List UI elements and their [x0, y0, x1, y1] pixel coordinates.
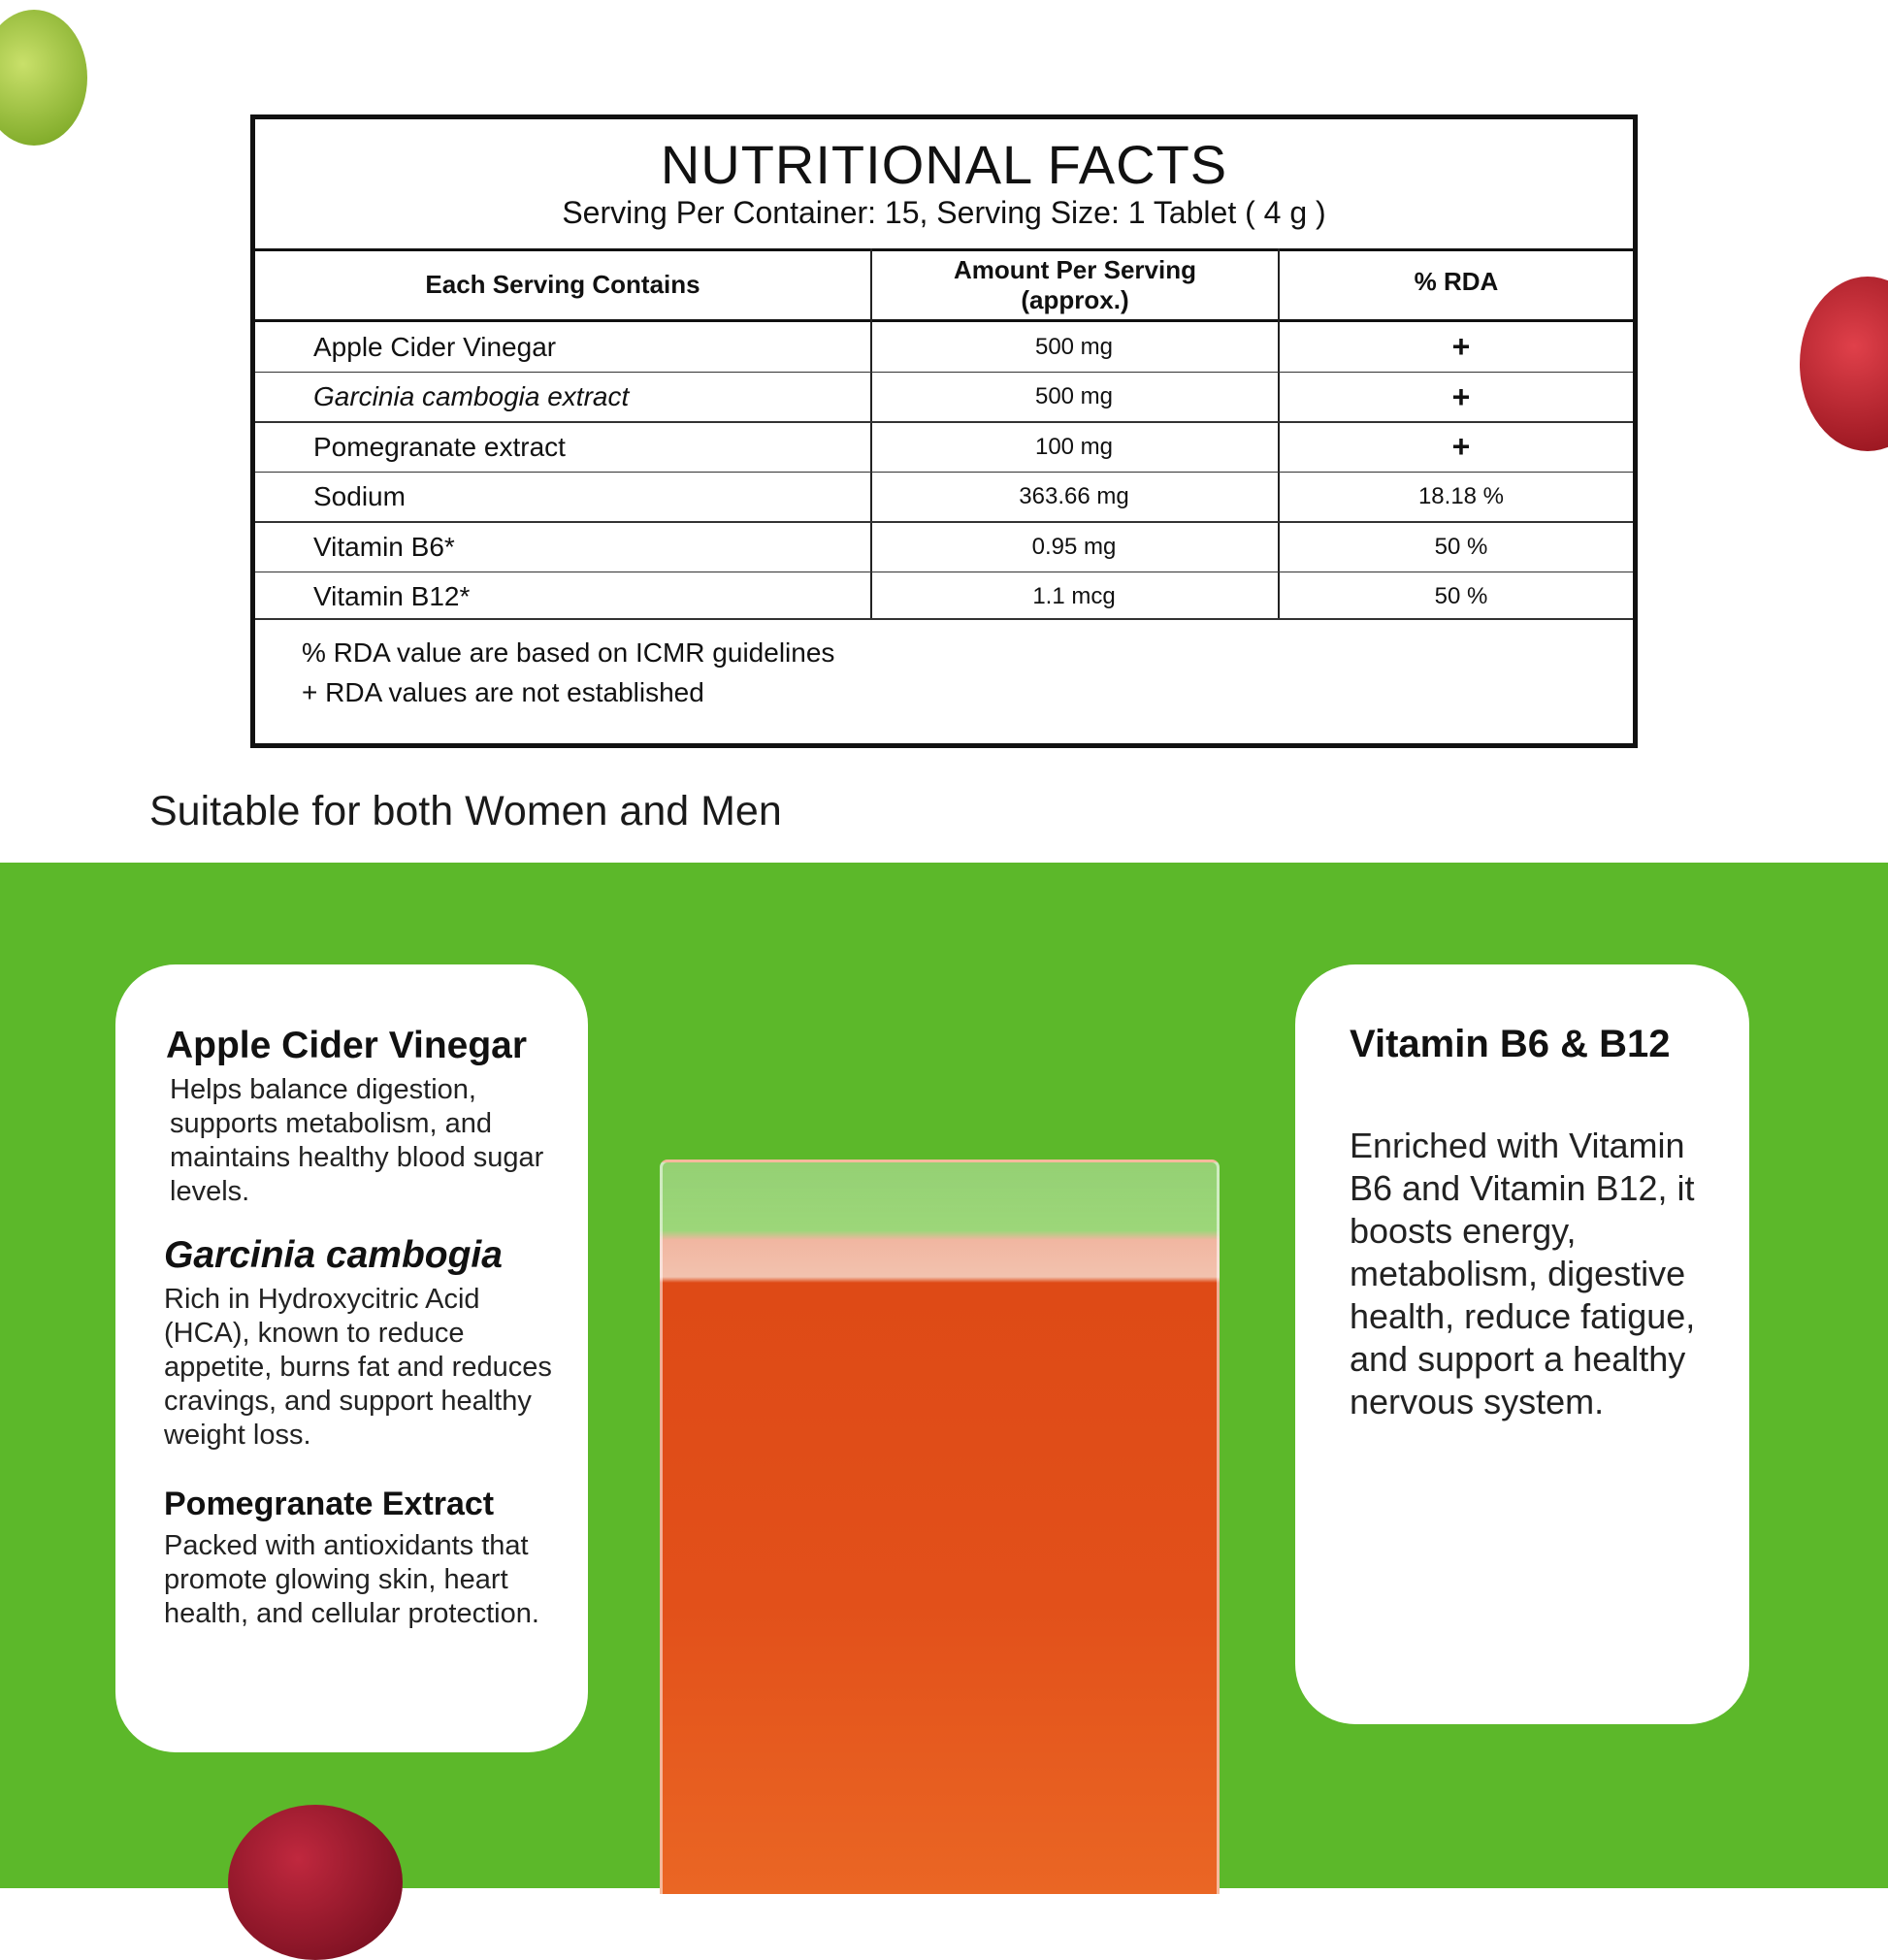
apple-image: [1800, 277, 1888, 451]
row-divider: [255, 371, 1633, 373]
rda-value: +: [1451, 429, 1471, 464]
amount-value: 0.95 mg: [1031, 533, 1117, 560]
garcinia-fruit-image: [0, 10, 87, 146]
row-divider: [255, 521, 1633, 523]
divider: [255, 618, 1633, 620]
facts-subtitle: Serving Per Container: 15, Serving Size:…: [562, 195, 1326, 230]
amount-value: 500 mg: [1034, 333, 1114, 360]
ingredient-name: Garcinia cambogia extract: [313, 381, 630, 411]
row-divider: [255, 421, 1633, 423]
card-text: Rich in Hydroxycitric Acid (HCA), known …: [164, 1284, 552, 1451]
rda-value: +: [1451, 329, 1471, 364]
ingredient-name: Pomegranate extract: [313, 431, 566, 462]
facts-title: NUTRITIONAL FACTS: [660, 134, 1228, 195]
card-text: Enriched with Vitamin B6 and Vitamin B12…: [1350, 1126, 1696, 1421]
ingredient-name: Vitamin B12*: [313, 581, 471, 611]
card-text: Helps balance digestion, supports metabo…: [170, 1074, 544, 1207]
nutrition-facts-table: NUTRITIONAL FACTS Serving Per Container:…: [250, 114, 1638, 748]
rda-value: 50 %: [1434, 583, 1488, 609]
footnote: + RDA values are not established: [302, 677, 704, 707]
rda-value: +: [1451, 378, 1471, 414]
header-amount: Amount Per Serving (approx.): [954, 254, 1196, 314]
tagline: Suitable for both Women and Men: [149, 788, 782, 834]
ingredient-name: Apple Cider Vinegar: [313, 331, 557, 362]
card-heading: Vitamin B6 & B12: [1350, 1023, 1671, 1065]
divider: [255, 248, 1633, 251]
amount-value: 100 mg: [1034, 433, 1114, 460]
ingredients-card: Apple Cider Vinegar Helps balance digest…: [115, 964, 588, 1752]
header-ingredient: Each Serving Contains: [425, 270, 700, 300]
vitamin-card: Vitamin B6 & B12 Enriched with Vitamin B…: [1295, 964, 1749, 1724]
footnote: % RDA value are based on ICMR guidelines: [302, 637, 835, 668]
ingredient-name: Vitamin B6*: [313, 531, 455, 562]
card-text: Packed with antioxidants that promote gl…: [164, 1530, 539, 1629]
card-heading: Pomegranate Extract: [164, 1486, 495, 1522]
amount-value: 363.66 mg: [1019, 483, 1129, 509]
amount-value: 500 mg: [1034, 383, 1114, 409]
drink-glass-image: [660, 1160, 1220, 1897]
rda-value: 18.18 %: [1417, 483, 1505, 509]
column-divider: [870, 248, 872, 618]
card-heading: Apple Cider Vinegar: [166, 1025, 528, 1066]
rda-value: 50 %: [1434, 533, 1488, 560]
pomegranate-image: [228, 1805, 403, 1960]
ingredient-name: Sodium: [313, 481, 406, 511]
column-divider: [1278, 248, 1280, 618]
row-divider: [255, 571, 1633, 572]
amount-value: 1.1 mcg: [1032, 583, 1116, 609]
divider: [255, 319, 1633, 322]
row-divider: [255, 471, 1633, 473]
header-rda: % RDA: [1414, 267, 1499, 297]
card-heading: Garcinia cambogia: [164, 1234, 503, 1276]
